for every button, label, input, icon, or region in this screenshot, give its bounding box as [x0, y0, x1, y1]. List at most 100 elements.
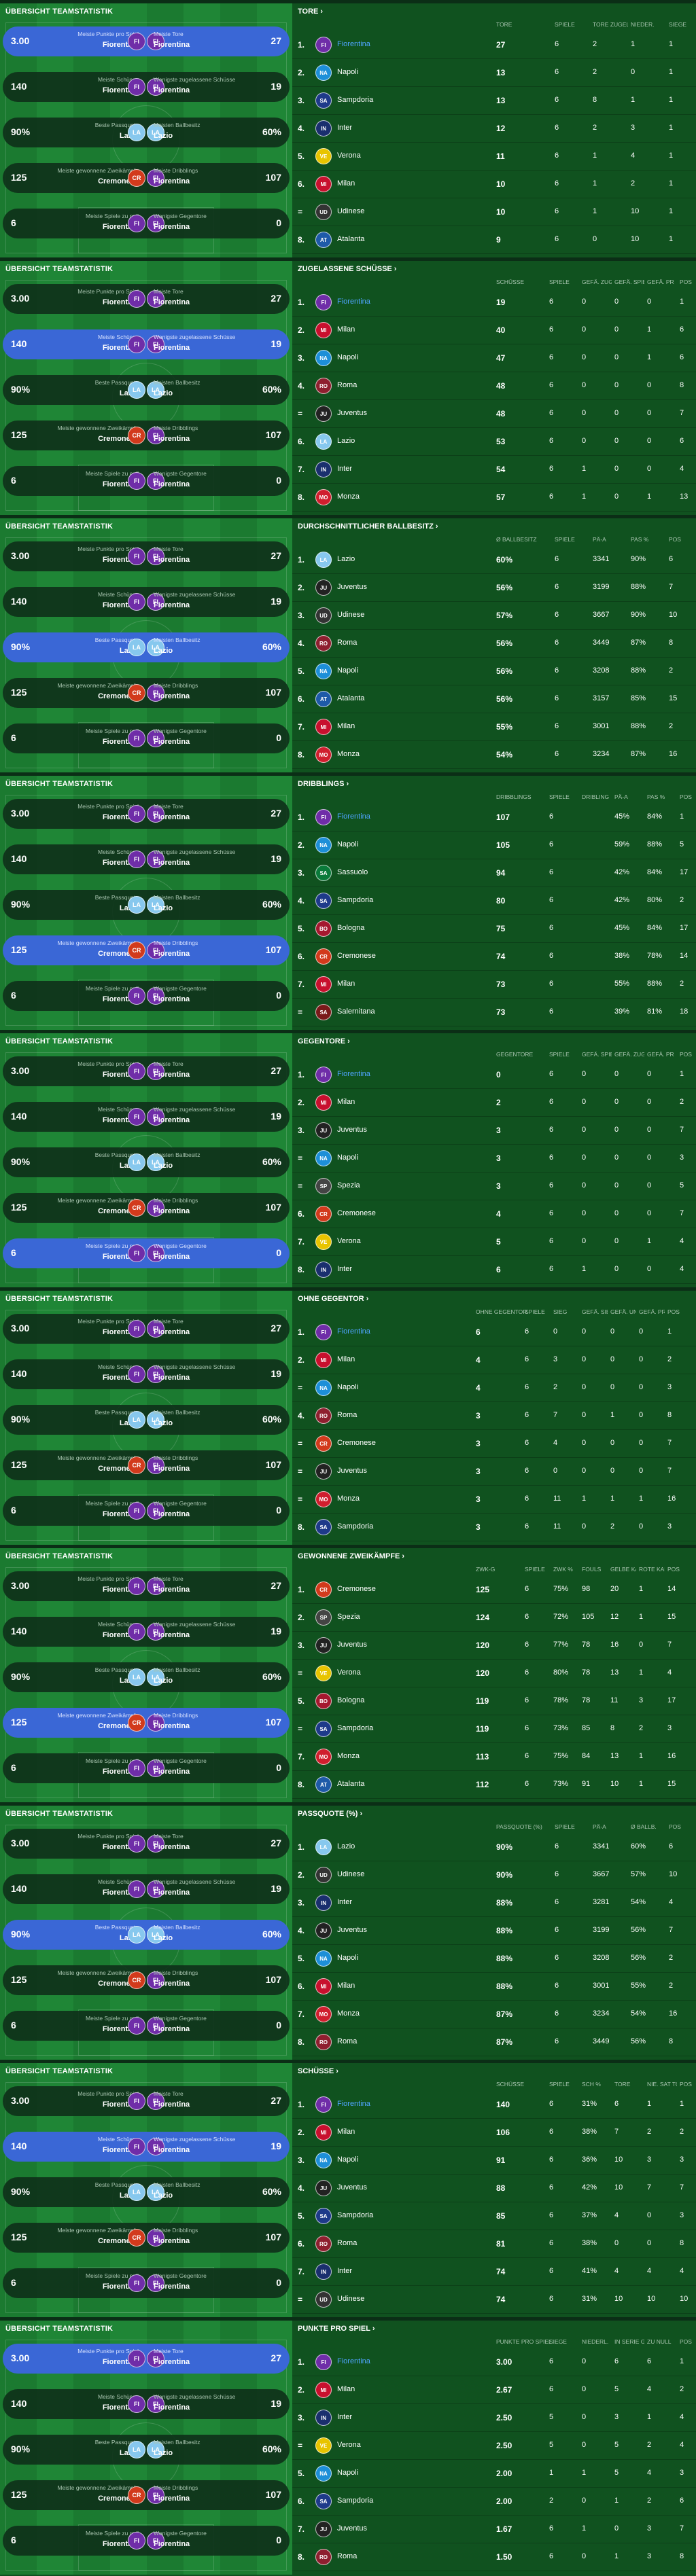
table-row[interactable]: = CR Cremonese 3 6 4 0 0 0 7	[292, 1429, 696, 1458]
table-row[interactable]: 6. MI Milan 10 6 1 2 1	[292, 170, 696, 198]
column-header[interactable]: GEFÄ. UNT	[610, 1308, 636, 1315]
table-row[interactable]: 7. MO Monza 87% 6 3234 54% 16	[292, 2000, 696, 2028]
ranking-title-link[interactable]: DURCHSCHNITTLICHER BALLBESITZ ›	[298, 522, 438, 531]
table-row[interactable]: 8. IN Inter 6 6 1 0 0 4	[292, 1255, 696, 1284]
ranking-title-link[interactable]: TORE ›	[298, 7, 324, 16]
overview-stat-row[interactable]: 90%Beste PassquoteLazioLALAMeisten Ballb…	[3, 1405, 290, 1435]
team-name-link[interactable]: Napoli	[337, 353, 359, 361]
column-header[interactable]: SCH %	[582, 2081, 601, 2088]
overview-stat-row[interactable]: 6 Meiste Spiele zu null Fiorentina FI FI Weni…	[3, 1496, 290, 1526]
overview-stat-row[interactable]: 125 Meiste gewonnene Zweikämpfe Cremonese C…	[3, 1965, 290, 1995]
team-name-link[interactable]: Sampdoria	[337, 96, 374, 104]
overview-stat-row[interactable]: 3.00 Meiste Punkte pro Spiel Fiorentina FI F…	[3, 284, 290, 314]
table-row[interactable]: 2. NA Napoli 13 6 2 0 1	[292, 58, 696, 87]
overview-stat-row[interactable]: 6 Meiste Spiele zu null Fiorentina FI FI Weni…	[3, 1238, 290, 1268]
overview-stat-row[interactable]: 140 Meiste Schüsse Fiorentina FI FI Wenigste …	[3, 1617, 290, 1647]
column-header[interactable]: DRIBBLINGS	[496, 793, 532, 800]
column-header[interactable]: SPIELE	[549, 2081, 570, 2088]
team-name-link[interactable]: Fiorentina	[337, 812, 370, 821]
team-name-link[interactable]: Milan	[337, 1098, 355, 1106]
team-name-link[interactable]: Atalanta	[337, 1780, 365, 1788]
team-name-link[interactable]: Lazio	[337, 1842, 355, 1850]
column-header[interactable]: SPIELE	[555, 536, 575, 543]
column-header[interactable]: SIEG	[553, 1308, 568, 1315]
overview-stat-row[interactable]: 90%Beste PassquoteLazioLALAMeisten Ballb…	[3, 2435, 290, 2465]
overview-stat-row[interactable]: 6 Meiste Spiele zu null Fiorentina FI FI Weni…	[3, 209, 290, 238]
table-row[interactable]: 2. MI Milan 2 6 0 0 0 2	[292, 1088, 696, 1117]
table-row[interactable]: 1. FI Fiorentina 6 6 0 0 0 0 1	[292, 1318, 696, 1346]
team-name-link[interactable]: Monza	[337, 2009, 360, 2018]
table-row[interactable]: 3. JU Juventus 120 6 77% 78 16 0 7	[292, 1631, 696, 1660]
column-header[interactable]: PUNKTE PRO SPIEL	[496, 2338, 551, 2345]
table-row[interactable]: = SA Sampdoria 119 6 73% 85 8 2 3	[292, 1715, 696, 1743]
overview-stat-row[interactable]: 3.00 Meiste Punkte pro Spiel Fiorentina FI F…	[3, 1314, 290, 1344]
ranking-title-link[interactable]: PUNKTE PRO SPIEL ›	[298, 2325, 375, 2333]
column-header[interactable]: PASSQUOTE (%)	[496, 1823, 542, 1830]
overview-stat-row[interactable]: 90%Beste PassquoteLazioLALAMeisten Ballb…	[3, 375, 290, 405]
table-row[interactable]: 6. RO Roma 81 6 38% 0 0 8	[292, 2230, 696, 2258]
team-name-link[interactable]: Milan	[337, 1355, 355, 1363]
team-name-link[interactable]: Sampdoria	[337, 1724, 374, 1732]
table-row[interactable]: 2. JU Juventus 56% 6 3199 88% 7	[292, 573, 696, 602]
column-header[interactable]: SCHÜSSE	[496, 2081, 525, 2088]
overview-stat-row[interactable]: 140 Meiste Schüsse Fiorentina FI FI Wenigste …	[3, 1874, 290, 1904]
ranking-title-link[interactable]: PASSQUOTE (%) ›	[298, 1810, 363, 1818]
table-row[interactable]: 1. FI Fiorentina 3.00 6 0 6 6 1	[292, 2348, 696, 2376]
table-row[interactable]: 8. AT Atalanta 9 6 0 10 1	[292, 226, 696, 254]
table-row[interactable]: 2. NA Napoli 105 6 59% 88% 5	[292, 831, 696, 859]
table-row[interactable]: 5. NA Napoli 56% 6 3208 88% 2	[292, 657, 696, 685]
team-name-link[interactable]: Cremonese	[337, 952, 376, 960]
team-name-link[interactable]: Milan	[337, 2128, 355, 2136]
team-name-link[interactable]: Juventus	[337, 583, 368, 591]
column-header[interactable]: TORE	[614, 2081, 631, 2088]
table-row[interactable]: 7. MO Monza 113 6 75% 84 13 1 16	[292, 1742, 696, 1771]
overview-stat-row[interactable]: 125 Meiste gewonnene Zweikämpfe Cremonese C…	[3, 1193, 290, 1223]
column-header[interactable]: DRIBLING	[582, 793, 610, 800]
table-row[interactable]: 7. IN Inter 54 6 1 0 0 4	[292, 455, 696, 484]
table-row[interactable]: = UD Udinese 74 6 31% 10 10 10	[292, 2285, 696, 2314]
team-name-link[interactable]: Salernitana	[337, 1007, 375, 1016]
ranking-title-link[interactable]: GEWONNENE ZWEIKÄMPFE ›	[298, 1552, 405, 1560]
overview-stat-row[interactable]: 90%Beste PassquoteLazioLALAMeisten Ballb…	[3, 2177, 290, 2207]
table-row[interactable]: 1. FI Fiorentina 107 6 45% 84% 1	[292, 803, 696, 831]
team-name-link[interactable]: Juventus	[337, 2183, 368, 2192]
column-header[interactable]: SPIELE	[525, 1308, 545, 1315]
team-name-link[interactable]: Inter	[337, 2267, 353, 2275]
team-name-link[interactable]: Juventus	[337, 409, 368, 417]
team-name-link[interactable]: Juventus	[337, 1126, 368, 1134]
table-row[interactable]: = JU Juventus 48 6 0 0 0 7	[292, 399, 696, 428]
team-name-link[interactable]: Fiorentina	[337, 2100, 370, 2108]
column-header[interactable]: POS	[680, 793, 692, 800]
table-row[interactable]: = VE Verona 2.50 5 0 5 2 4	[292, 2431, 696, 2460]
column-header[interactable]: PÄ-A	[593, 1823, 606, 1830]
team-name-link[interactable]: Verona	[337, 1237, 361, 1245]
team-name-link[interactable]: Fiorentina	[337, 298, 370, 306]
table-row[interactable]: = JU Juventus 3 6 0 0 0 0 7	[292, 1457, 696, 1486]
team-name-link[interactable]: Sampdoria	[337, 2211, 374, 2219]
table-row[interactable]: 4. IN Inter 12 6 2 3 1	[292, 114, 696, 143]
column-header[interactable]: POS	[667, 1566, 680, 1573]
overview-stat-row[interactable]: 3.00 Meiste Punkte pro Spiel Fiorentina FI F…	[3, 26, 290, 56]
team-name-link[interactable]: Verona	[337, 1668, 361, 1677]
team-name-link[interactable]: Napoli	[337, 2469, 359, 2477]
table-row[interactable]: = NA Napoli 3 6 0 0 0 3	[292, 1144, 696, 1173]
table-row[interactable]: 2. MI Milan 2.67 6 0 5 4 2	[292, 2376, 696, 2404]
column-header[interactable]: SPIELE	[525, 1566, 545, 1573]
overview-stat-row[interactable]: 140 Meiste Schüsse Fiorentina FI FI Wenigste …	[3, 587, 290, 617]
column-header[interactable]: FOULS	[582, 1566, 602, 1573]
column-header[interactable]: ZWK-G	[476, 1566, 495, 1573]
team-name-link[interactable]: Napoli	[337, 1153, 359, 1162]
table-row[interactable]: 3. UD Udinese 57% 6 3667 90% 10	[292, 601, 696, 630]
overview-stat-row[interactable]: 6 Meiste Spiele zu null Fiorentina FI FI Weni…	[3, 723, 290, 753]
team-name-link[interactable]: Spezia	[337, 1181, 360, 1189]
table-row[interactable]: 3. IN Inter 2.50 5 0 3 1 4	[292, 2403, 696, 2432]
column-header[interactable]: POS	[680, 2338, 692, 2345]
team-name-link[interactable]: Napoli	[337, 2155, 359, 2164]
team-name-link[interactable]: Juventus	[337, 1641, 368, 1649]
column-header[interactable]: SPIELE	[555, 1823, 575, 1830]
table-row[interactable]: 2. MI Milan 40 6 0 0 1 6	[292, 316, 696, 344]
table-row[interactable]: 4. RO Roma 48 6 0 0 0 8	[292, 372, 696, 400]
table-row[interactable]: 6. CR Cremonese 4 6 0 0 0 7	[292, 1200, 696, 1228]
overview-stat-row[interactable]: 3.00 Meiste Punkte pro Spiel Fiorentina FI F…	[3, 799, 290, 829]
column-header[interactable]: ZWK %	[553, 1566, 573, 1573]
